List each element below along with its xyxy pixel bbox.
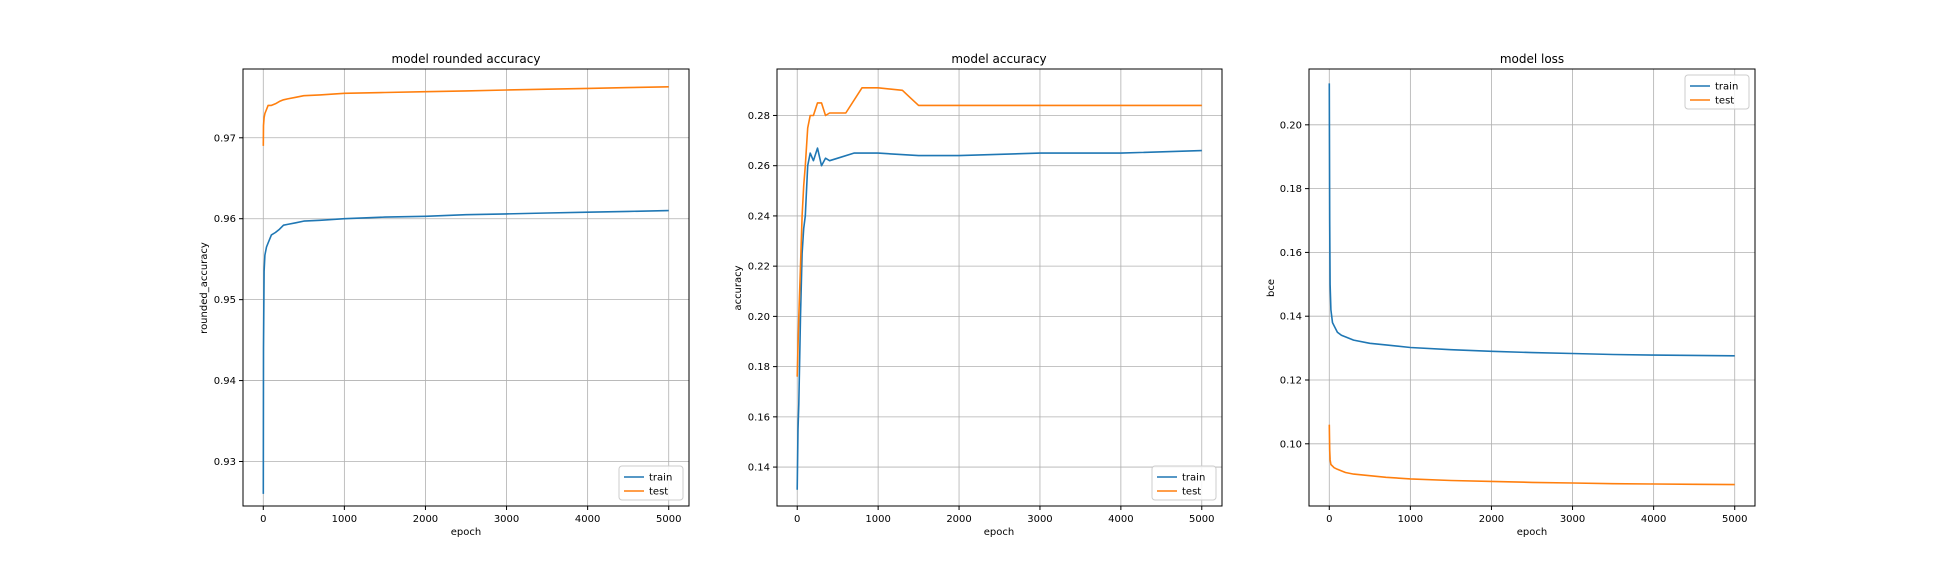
x-tick-label: 0 (794, 514, 800, 525)
series-group (1328, 83, 1735, 486)
y-tick-label: 0.97 (214, 133, 236, 144)
y-tick-label: 0.14 (1280, 312, 1302, 323)
x-tick-label: 1000 (1398, 514, 1423, 525)
x-tick-label: 2000 (1479, 514, 1504, 525)
chart-accuracy: model accuracy epoch accuracy 0 1000 2000 3… (733, 52, 1223, 538)
plot-frame (242, 68, 690, 507)
y-tick-label: 0.24 (748, 211, 770, 222)
legend-label-train: train (649, 473, 672, 484)
x-tick-label: 3000 (494, 514, 519, 525)
x-tick-label: 4000 (575, 514, 600, 525)
x-tick-label: 2000 (946, 514, 971, 525)
x-tick-label: 0 (260, 514, 266, 525)
y-tick-label: 0.10 (1280, 439, 1302, 450)
x-axis-label: epoch (451, 527, 481, 538)
series-group (796, 87, 1202, 490)
series-line-train (1328, 83, 1735, 357)
x-tick-label: 1000 (332, 514, 357, 525)
chart-title: model rounded accuracy (392, 52, 541, 66)
series-line-test (796, 87, 1202, 377)
y-axis-label: accuracy (733, 265, 744, 310)
series-group (262, 86, 669, 494)
legend-label-test: test (1715, 96, 1734, 107)
x-axis-label: epoch (984, 527, 1014, 538)
y-tick-label: 0.95 (214, 295, 236, 306)
x-tick-label: 5000 (656, 514, 681, 525)
chart-title: model accuracy (951, 52, 1046, 66)
series-line-train (262, 209, 669, 494)
legend-label-train: train (1182, 473, 1205, 484)
series-line-train (796, 147, 1202, 490)
y-tick-label: 0.93 (214, 457, 236, 468)
x-tick-label: 1000 (865, 514, 890, 525)
x-axis-label: epoch (1517, 527, 1547, 538)
grid (243, 69, 689, 506)
legend: train test (618, 465, 684, 501)
y-tick-label: 0.28 (748, 111, 770, 122)
y-tick-label: 0.14 (748, 463, 770, 474)
x-tick-label: 0 (1326, 514, 1332, 525)
legend-label-test: test (1182, 487, 1201, 498)
x-tick-label: 2000 (413, 514, 438, 525)
series-line-test (1328, 424, 1735, 486)
legend-label-train: train (1715, 82, 1738, 93)
legend: train test (1151, 465, 1217, 501)
x-tick-label: 4000 (1108, 514, 1133, 525)
x-tick-label: 3000 (1560, 514, 1585, 525)
x-tick-label: 5000 (1722, 514, 1747, 525)
series-line-test (262, 86, 669, 146)
legend: train test (1684, 74, 1750, 110)
y-tick-label: 0.16 (1280, 248, 1302, 259)
plot-frame (1308, 68, 1756, 507)
chart-title: model loss (1500, 52, 1564, 66)
y-axis-label: rounded_accuracy (199, 242, 210, 334)
legend-label-test: test (649, 487, 668, 498)
y-tick-label: 0.20 (748, 312, 770, 323)
y-tick-label: 0.22 (748, 262, 770, 273)
y-tick-label: 0.94 (214, 376, 236, 387)
y-tick-label: 0.96 (214, 214, 236, 225)
x-tick-label: 5000 (1189, 514, 1214, 525)
y-tick-label: 0.20 (1280, 120, 1302, 131)
y-tick-label: 0.18 (1280, 184, 1302, 195)
y-tick-label: 0.12 (1280, 376, 1302, 387)
x-tick-label: 4000 (1641, 514, 1666, 525)
y-tick-label: 0.16 (748, 412, 770, 423)
y-tick-label: 0.26 (748, 161, 770, 172)
y-axis-label: bce (1266, 279, 1277, 297)
chart-loss: model loss epoch bce 0 1000 2000 3000 4000 50… (1266, 52, 1756, 538)
grid (1309, 69, 1755, 506)
chart-rounded-accuracy: model rounded accuracy epoch rounded_acc… (199, 52, 690, 538)
y-tick-label: 0.18 (748, 362, 770, 373)
plot-frame (776, 68, 1223, 507)
x-tick-label: 3000 (1027, 514, 1052, 525)
